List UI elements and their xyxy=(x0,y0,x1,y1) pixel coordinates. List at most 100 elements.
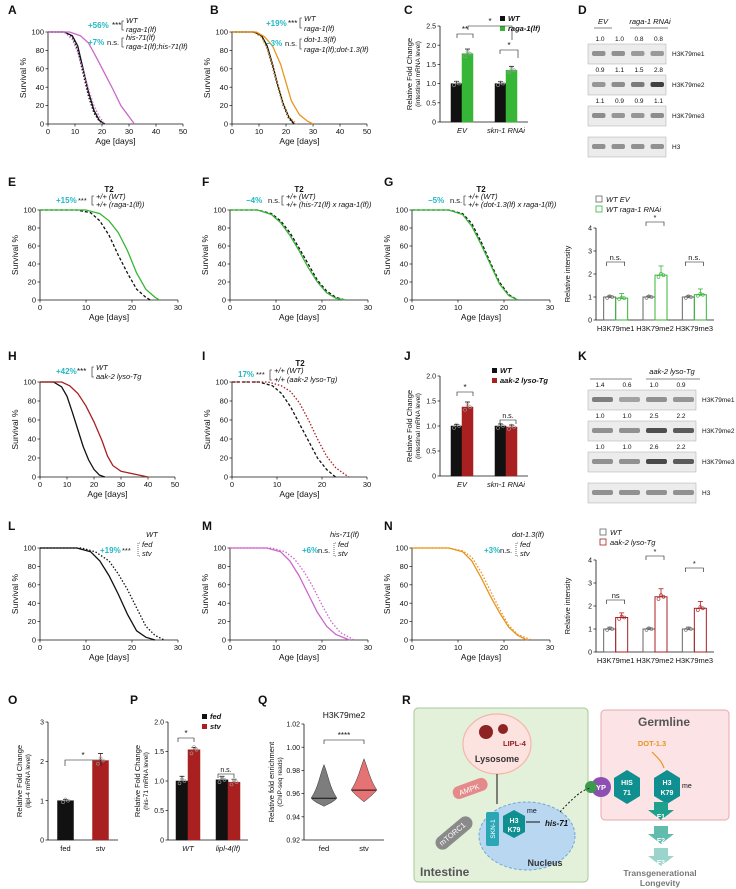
blot-band xyxy=(592,113,606,118)
blot-value: 2.2 xyxy=(676,444,685,451)
legend-entry: raga-1(lf) xyxy=(126,25,157,34)
sig-bracket xyxy=(645,221,665,226)
y-tick-label: 0.5 xyxy=(154,808,164,815)
legend-entry: WT xyxy=(126,16,139,25)
sig-label: ns xyxy=(612,591,620,600)
legend-entry: WT EV xyxy=(606,195,631,204)
blot-row-label: H3K79me3 xyxy=(672,113,705,120)
y-tick-label: 100 xyxy=(213,206,226,215)
data-point xyxy=(656,275,661,279)
data-point xyxy=(696,608,700,612)
y-axis-label: Survival % xyxy=(202,57,212,98)
y-axis-label: Survival % xyxy=(382,573,392,614)
lipl4-icon xyxy=(479,725,493,739)
x-tick-label: 20 xyxy=(128,303,136,312)
y-axis-label: Relative intensity xyxy=(563,245,572,302)
annotation-pct: −5% xyxy=(428,196,444,205)
x-tick-label: 0 xyxy=(230,127,234,136)
panel-C: 0 0.5 1.0 1.5 2.0 2.5 Relative Fold Change (int… xyxy=(405,14,541,135)
y-tick-label: 20 xyxy=(220,101,228,110)
blot-value: 0.9 xyxy=(595,67,604,74)
annotation-sig: n.s. xyxy=(107,38,119,47)
blot-row-label: H3K79me1 xyxy=(672,51,705,58)
y-tick-label: 80 xyxy=(28,397,36,406)
y-tick-label: 2.0 xyxy=(154,720,164,727)
y-tick-label: 3 xyxy=(40,720,44,727)
y-tick-label: 1.5 xyxy=(154,749,164,756)
annotation-pct: +56% xyxy=(88,21,109,30)
x-tick-label: 30 xyxy=(309,127,317,136)
legend-swatch xyxy=(599,528,607,536)
annotation-sig: n.s. xyxy=(450,196,462,205)
data-point xyxy=(452,426,456,430)
y-axis-label: Survival % xyxy=(10,573,20,614)
bracket xyxy=(121,20,124,31)
blot-band xyxy=(646,397,667,402)
x-tick-label: 20 xyxy=(318,643,326,652)
series-line-1 xyxy=(412,209,519,301)
series-line-0 xyxy=(230,547,350,641)
y-tick-label: 40 xyxy=(218,599,226,608)
blot-row-label: H3K79me2 xyxy=(672,82,705,89)
blot-frame xyxy=(587,482,697,504)
panel-G: 0 20 40 60 80 100 0 10 20 30 Age [days] Survival % T… xyxy=(382,185,557,322)
data-point xyxy=(457,81,461,86)
ampk-pill xyxy=(452,777,488,800)
sig-bracket xyxy=(467,25,513,40)
dot13-arrow xyxy=(651,751,665,769)
x-axis-label: Age [days] xyxy=(461,652,501,662)
legend-entry: raga-1(lf) xyxy=(508,24,541,33)
y-tick-label: 20 xyxy=(218,617,226,626)
data-point xyxy=(457,424,461,428)
legend-entry: +/+ (dot-1.3(lf) x raga-1(lf)) xyxy=(468,200,557,209)
bar xyxy=(654,274,668,321)
yp-label: YP xyxy=(596,783,606,792)
data-point xyxy=(468,51,472,56)
y-tick-label: 60 xyxy=(28,580,36,589)
blot-band xyxy=(611,51,625,56)
panel-letter-D: D xyxy=(578,3,587,17)
panel-letter-B: B xyxy=(210,3,219,17)
bar xyxy=(57,800,74,841)
category-label: H3K79me2 xyxy=(636,324,674,333)
x-tick-label: 20 xyxy=(282,127,290,136)
k79-label: K79 xyxy=(508,827,521,834)
data-point xyxy=(610,295,614,299)
x-tick-label: 10 xyxy=(82,643,90,652)
y-tick-label: 100 xyxy=(215,28,228,37)
data-point xyxy=(229,782,234,787)
bar xyxy=(494,425,507,477)
x-tick-label: 10 xyxy=(272,303,280,312)
sig-bracket xyxy=(685,567,704,572)
y-axis-label-sub: (ChIP-seq reads) xyxy=(277,757,284,807)
blot-band xyxy=(619,459,640,464)
sig-label: * xyxy=(507,41,510,50)
annotation-pct: −3% xyxy=(266,39,282,48)
x-tick-label: 10 xyxy=(71,127,79,136)
data-point xyxy=(463,54,467,59)
legend-entry: WT xyxy=(610,528,623,537)
y-tick-label: 40 xyxy=(220,83,228,92)
y-tick-label: 20 xyxy=(400,617,408,626)
legend-entry: his-71(lf) xyxy=(126,33,156,42)
panel-K2: 0 1 2 3 4 Relative intensity H3K79me1 H3K79me2 H… xyxy=(563,528,714,665)
x-tick-label: 10 xyxy=(454,643,462,652)
x-tick-label: 10 xyxy=(273,480,281,489)
y-tick-label: 60 xyxy=(28,242,36,251)
y-tick-label: 80 xyxy=(28,224,36,233)
series-line-2 xyxy=(48,31,105,125)
y-tick-label: 0 xyxy=(222,636,226,645)
data-point xyxy=(454,422,459,427)
legend-entry: +/+ (WT) xyxy=(468,192,498,201)
data-point xyxy=(501,81,505,86)
y-tick-label: 1 xyxy=(588,627,592,634)
data-point xyxy=(509,66,514,71)
y-tick-label: 40 xyxy=(36,83,44,92)
annotation-sig: n.s. xyxy=(318,546,330,555)
legend-entry: WT xyxy=(304,14,317,23)
panel-F: 0 20 40 60 80 100 0 10 20 30 Age [days] Survival % T… xyxy=(200,185,372,322)
blot-band xyxy=(673,459,694,464)
group-label: his-71(lf) xyxy=(330,530,360,539)
sig-bracket xyxy=(456,33,474,38)
data-point xyxy=(684,628,688,632)
